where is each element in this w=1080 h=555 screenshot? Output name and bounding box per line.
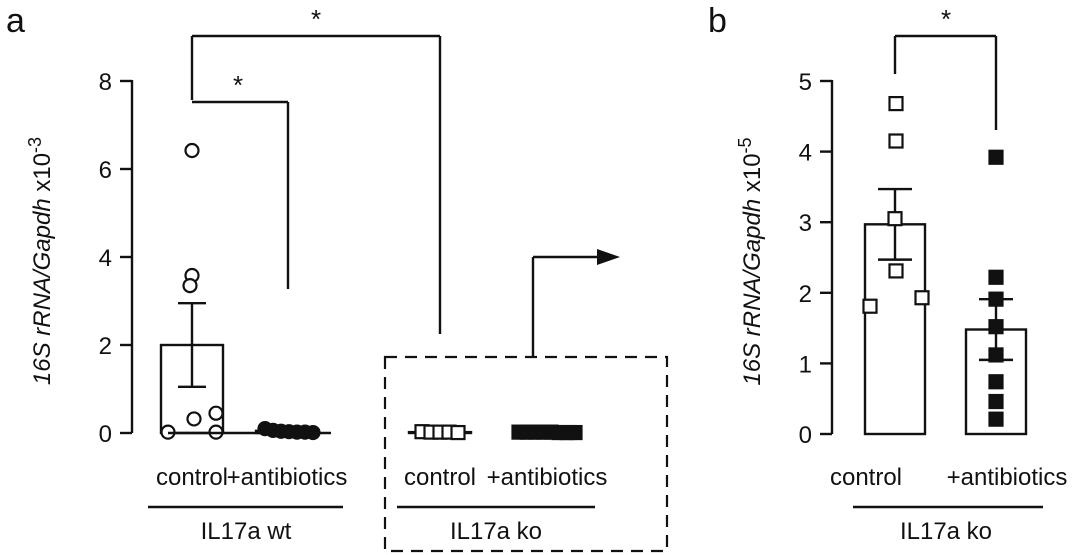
panel-a-data-point [450, 424, 466, 441]
panel-b-category-label: control [830, 464, 902, 491]
panel-b-y-tick-label: 4 [799, 140, 812, 167]
panel-b-y-tick-label: 3 [799, 210, 812, 237]
panel-a-y-tick-label: 4 [99, 245, 112, 272]
callout-arrowhead [597, 249, 620, 265]
group-ko-label: IL17a ko [450, 518, 542, 545]
panel-a-y-tick-label: 0 [99, 421, 112, 448]
panel-b-data-point [988, 411, 1004, 427]
panel-b-data-point [988, 319, 1004, 335]
significance-star-top: * [311, 4, 321, 34]
panel-b-y-tick-label: 2 [799, 281, 812, 308]
panel-a-category-label: +antibiotics [227, 464, 348, 491]
group-wt-label: IL17a wt [201, 518, 292, 545]
panel-a-y-tick-label: 6 [99, 157, 112, 184]
panel-a-letter: a [6, 2, 25, 40]
panel-b-data-point [988, 269, 1004, 285]
panel-b-data-point [988, 291, 1004, 307]
significance-star-inner: * [233, 70, 243, 100]
panel-a-category-label: control [156, 464, 228, 491]
panel-b-data-point [862, 298, 878, 314]
panel-b-data-point [988, 149, 1004, 165]
panel-b-significance-star: * [941, 4, 951, 34]
panel-a-data-point [208, 405, 224, 421]
panel-b-letter: b [708, 2, 727, 40]
panel-a-category-label: control [404, 464, 476, 491]
panel-a-data-point [567, 424, 583, 441]
panel-b-group-label: IL17a ko [900, 518, 992, 545]
ko-highlight-box [383, 355, 669, 553]
panel-a-data-point [182, 278, 198, 294]
panel-a-y-tick-label: 8 [99, 69, 112, 96]
panel-a-data-point [186, 411, 202, 427]
panel-b-category-label: +antibiotics [947, 464, 1068, 491]
panel-a-y-tick-label: 2 [99, 333, 112, 360]
panel-b-data-point [887, 211, 903, 227]
panel-b-data-point [914, 290, 930, 306]
panel-b: b 16S rRNA/Gapdh x10-5 0 1 2 3 4 5 * control +anti… [708, 2, 1067, 545]
panel-b-data-point [888, 95, 904, 112]
panel-b-y-tick-label: 5 [799, 69, 812, 96]
panel-b-data-point [888, 263, 904, 279]
panel-b-y-tick-label: 1 [799, 351, 812, 378]
panel-a-data-point [184, 142, 200, 159]
panel-b-data-point [988, 393, 1004, 410]
panel-a-y-axis-label: 16S rRNA/Gapdh x10-3 [25, 137, 56, 385]
panel-b-bar [863, 223, 927, 436]
panel-b-y-tick-label: 0 [799, 422, 812, 449]
panel-b-data-point [988, 374, 1004, 390]
panel-b-y-axis-label: 16S rRNA/Gapdh x10-5 [735, 137, 766, 385]
panel-b-data-point [988, 347, 1004, 363]
panel-a-category-label: +antibiotics [487, 464, 608, 491]
panel-b-data-point [888, 133, 904, 149]
